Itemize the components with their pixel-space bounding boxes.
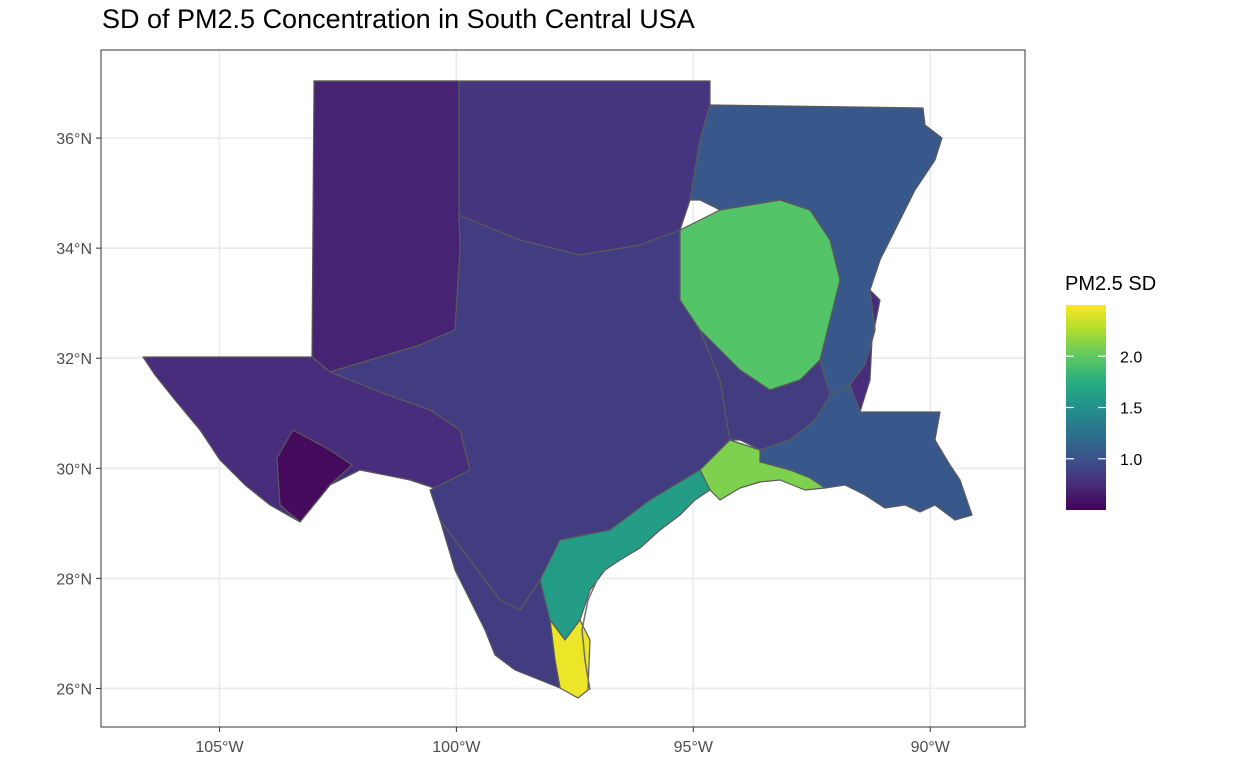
legend: PM2.5 SD 1.0 1.5 2.0 [1065, 273, 1156, 510]
panel-border [100, 49, 1026, 728]
region-texas-panhandle [311, 80, 461, 373]
legend-label: 1.0 [1120, 452, 1142, 469]
x-axis: 105°W 100°W 95°W 90°W [195, 727, 951, 756]
y-tick-label: 34°N [56, 241, 92, 258]
y-tick-label: 26°N [56, 681, 92, 698]
x-tick-label: 105°W [195, 739, 244, 756]
region-big-bend [276, 429, 353, 523]
chart-title: SD of PM2.5 Concentration in South Centr… [102, 4, 695, 34]
region-mississippi-delta [849, 289, 881, 413]
x-tick-label: 90°W [911, 739, 951, 756]
y-tick-label: 28°N [56, 571, 92, 588]
region-south-texas [439, 519, 561, 689]
x-tick-label: 95°W [674, 739, 714, 756]
legend-label: 2.0 [1120, 349, 1142, 366]
y-tick-label: 30°N [56, 461, 92, 478]
region-houston-area [699, 439, 826, 501]
legend-label: 1.5 [1120, 401, 1142, 418]
y-axis: 26°N 28°N 30°N 32°N 34°N 36°N [56, 131, 101, 698]
y-tick-label: 36°N [56, 131, 92, 148]
y-tick-label: 32°N [56, 351, 92, 368]
barrier-island-outline [581, 577, 599, 691]
x-tick-label: 100°W [432, 739, 481, 756]
legend-title: PM2.5 SD [1065, 273, 1156, 295]
